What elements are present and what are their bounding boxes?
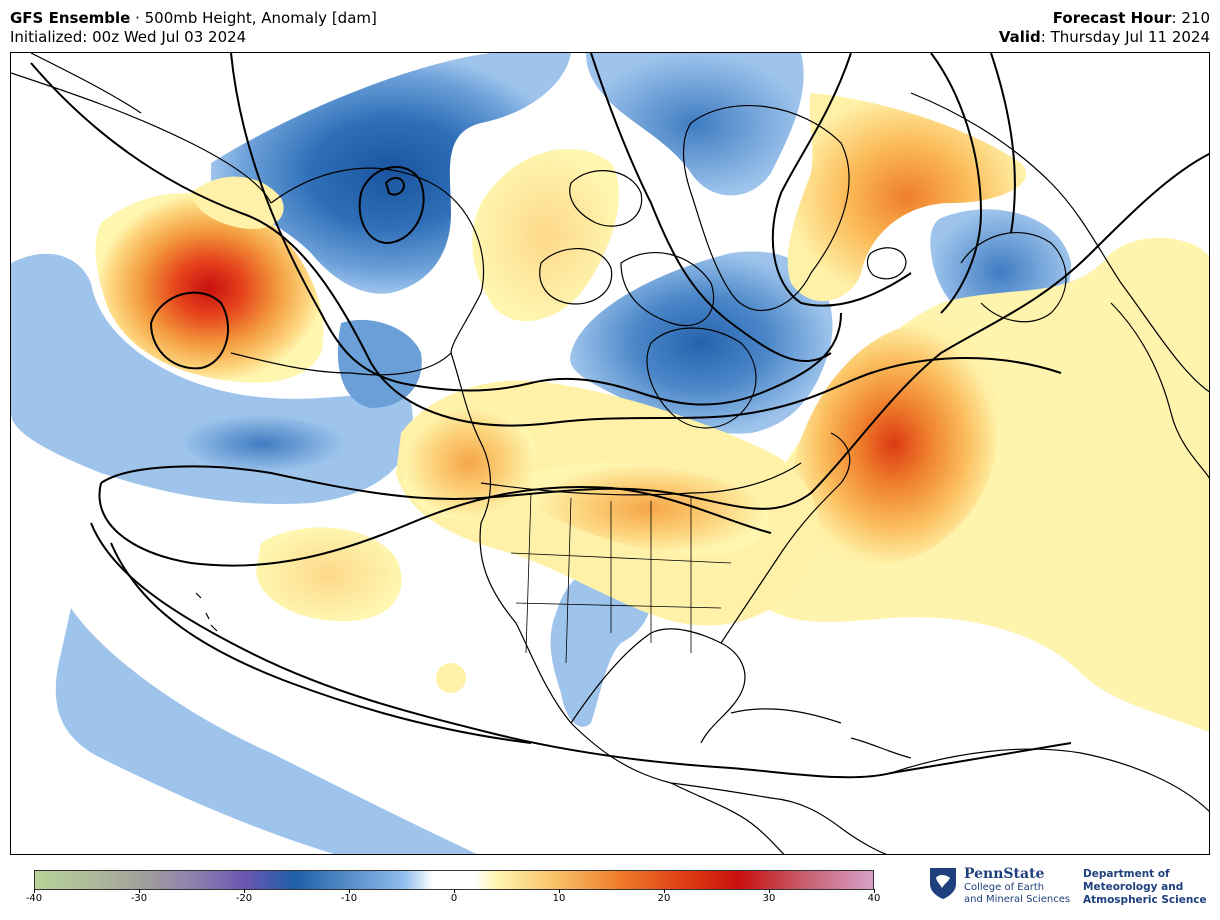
init-time: Initialized: 00z Wed Jul 03 2024 (10, 28, 247, 46)
valid-time: Valid: Thursday Jul 11 2024 (999, 28, 1210, 46)
colorbar (34, 870, 874, 890)
colorbar-tick-label: 40 (867, 893, 881, 904)
scandinavia-coast (960, 232, 1067, 323)
colorbar-tick-mark (243, 889, 245, 893)
us-state-lines (510, 492, 732, 664)
siberia-coast (11, 53, 272, 204)
model-name: GFS Ensemble (10, 9, 131, 27)
pos-anomaly-aleutian (191, 176, 284, 229)
contour-552 (590, 53, 832, 362)
pos-anomaly-pnw (403, 405, 536, 519)
iceland-coast (866, 247, 907, 280)
contour-576 (100, 152, 1209, 510)
dept-line-1: Department of (1083, 868, 1170, 880)
contour-564 (30, 62, 1062, 427)
colorbar-tick-mark (768, 889, 770, 893)
map-canvas (11, 53, 1209, 854)
colorbar-tick-label: 0 (450, 893, 458, 904)
contour-europe (930, 53, 1016, 314)
product-name: 500mb Height, Anomaly [dam] (144, 9, 377, 27)
pos-anomaly-n-atlantic-core (789, 323, 999, 565)
neg-anomaly-alaska (211, 53, 571, 294)
forecast-hour-label: Forecast Hour (1052, 9, 1172, 27)
neg-anomaly-pacific-sw (55, 608, 477, 854)
arctic-islands (539, 170, 643, 305)
contour-nw-pacific-high (149, 291, 230, 370)
colorbar-fill (35, 871, 873, 889)
pennstate-text: PennState College of Earth and Mineral S… (964, 866, 1070, 906)
colorbar-tick-label: 30 (762, 893, 776, 904)
pos-anomaly-greenland (787, 93, 1027, 302)
contour-558 (230, 53, 842, 406)
colorbar-tick-mark (558, 889, 560, 893)
central-america-coast (670, 782, 785, 854)
europe-coast (910, 92, 1209, 393)
shield-icon (930, 868, 956, 899)
colorbar-tick-label: -10 (340, 893, 358, 904)
iberia-coast (1110, 302, 1209, 479)
colorbar-gradient (35, 871, 873, 889)
pennstate-college-1: College of Earth (964, 882, 1045, 893)
neg-anomaly-pacific-core (180, 414, 345, 473)
colorbar-tick-mark (453, 889, 455, 893)
contour-alaska-low (358, 166, 425, 245)
colorbar-tick-mark (348, 889, 350, 893)
colorbar-tick-label: -20 (235, 893, 253, 904)
gulf-coast (570, 628, 746, 744)
north-america-coast (450, 352, 888, 854)
height-contours (30, 53, 1209, 779)
contour-alaska-low-inner (384, 177, 406, 196)
pennstate-title: PennState (964, 866, 1045, 882)
colorbar-tick-label: -40 (25, 893, 43, 904)
colorbar-tick-label: 20 (657, 893, 671, 904)
neg-anomaly-gulf-alaska (337, 319, 422, 408)
pennstate-logo: PennState College of Earth and Mineral S… (928, 866, 1078, 906)
colorbar-tick-mark (663, 889, 665, 893)
caribbean-islands (730, 708, 912, 759)
forecast-hour: Forecast Hour: 210 (1053, 9, 1210, 27)
anomaly-shading (11, 53, 1209, 854)
baffin-coast (620, 252, 715, 327)
contour-552b (771, 53, 912, 307)
colorbar-tick-label: 10 (552, 893, 566, 904)
pennstate-college-2: and Mineral Sciences (964, 894, 1071, 905)
title-line: GFS Ensemble · 500mb Height, Anomaly [da… (10, 9, 377, 27)
east-coast (720, 432, 851, 644)
colorbar-tick-mark (873, 889, 875, 893)
hudson-bay-coast (646, 327, 757, 429)
contour-588 (90, 522, 1072, 779)
contour-south (110, 542, 532, 744)
neg-anomaly-hudson (570, 251, 833, 434)
greenland-coast (682, 105, 850, 311)
neg-anomaly-arctic (586, 53, 804, 196)
dept-line-3: Atmospheric Science (1083, 894, 1207, 906)
valid-label: Valid (998, 28, 1041, 46)
forecast-hour-value: : 210 (1171, 9, 1210, 27)
department-logo: Department of Meteorology and Atmospheri… (1083, 868, 1207, 907)
title-separator: · (130, 9, 145, 27)
pos-anomaly-subtropical-pacific (256, 527, 402, 622)
dept-line-2: Meteorology and (1083, 881, 1184, 893)
colorbar-tick-mark (33, 889, 35, 893)
pos-anomaly-great-lakes (531, 462, 769, 555)
hawaii-islands (195, 592, 218, 632)
pos-anomaly-canadian-arctic (472, 148, 620, 322)
south-america-coast (890, 748, 1209, 812)
coastlines (11, 53, 1209, 854)
colorbar-tick-label: -30 (130, 893, 148, 904)
colorbar-tick-mark (138, 889, 140, 893)
valid-value: : Thursday Jul 11 2024 (1040, 28, 1210, 46)
pos-anomaly-small-pacific (436, 663, 466, 693)
contour-582 (98, 482, 772, 567)
anomaly-map (10, 52, 1210, 855)
